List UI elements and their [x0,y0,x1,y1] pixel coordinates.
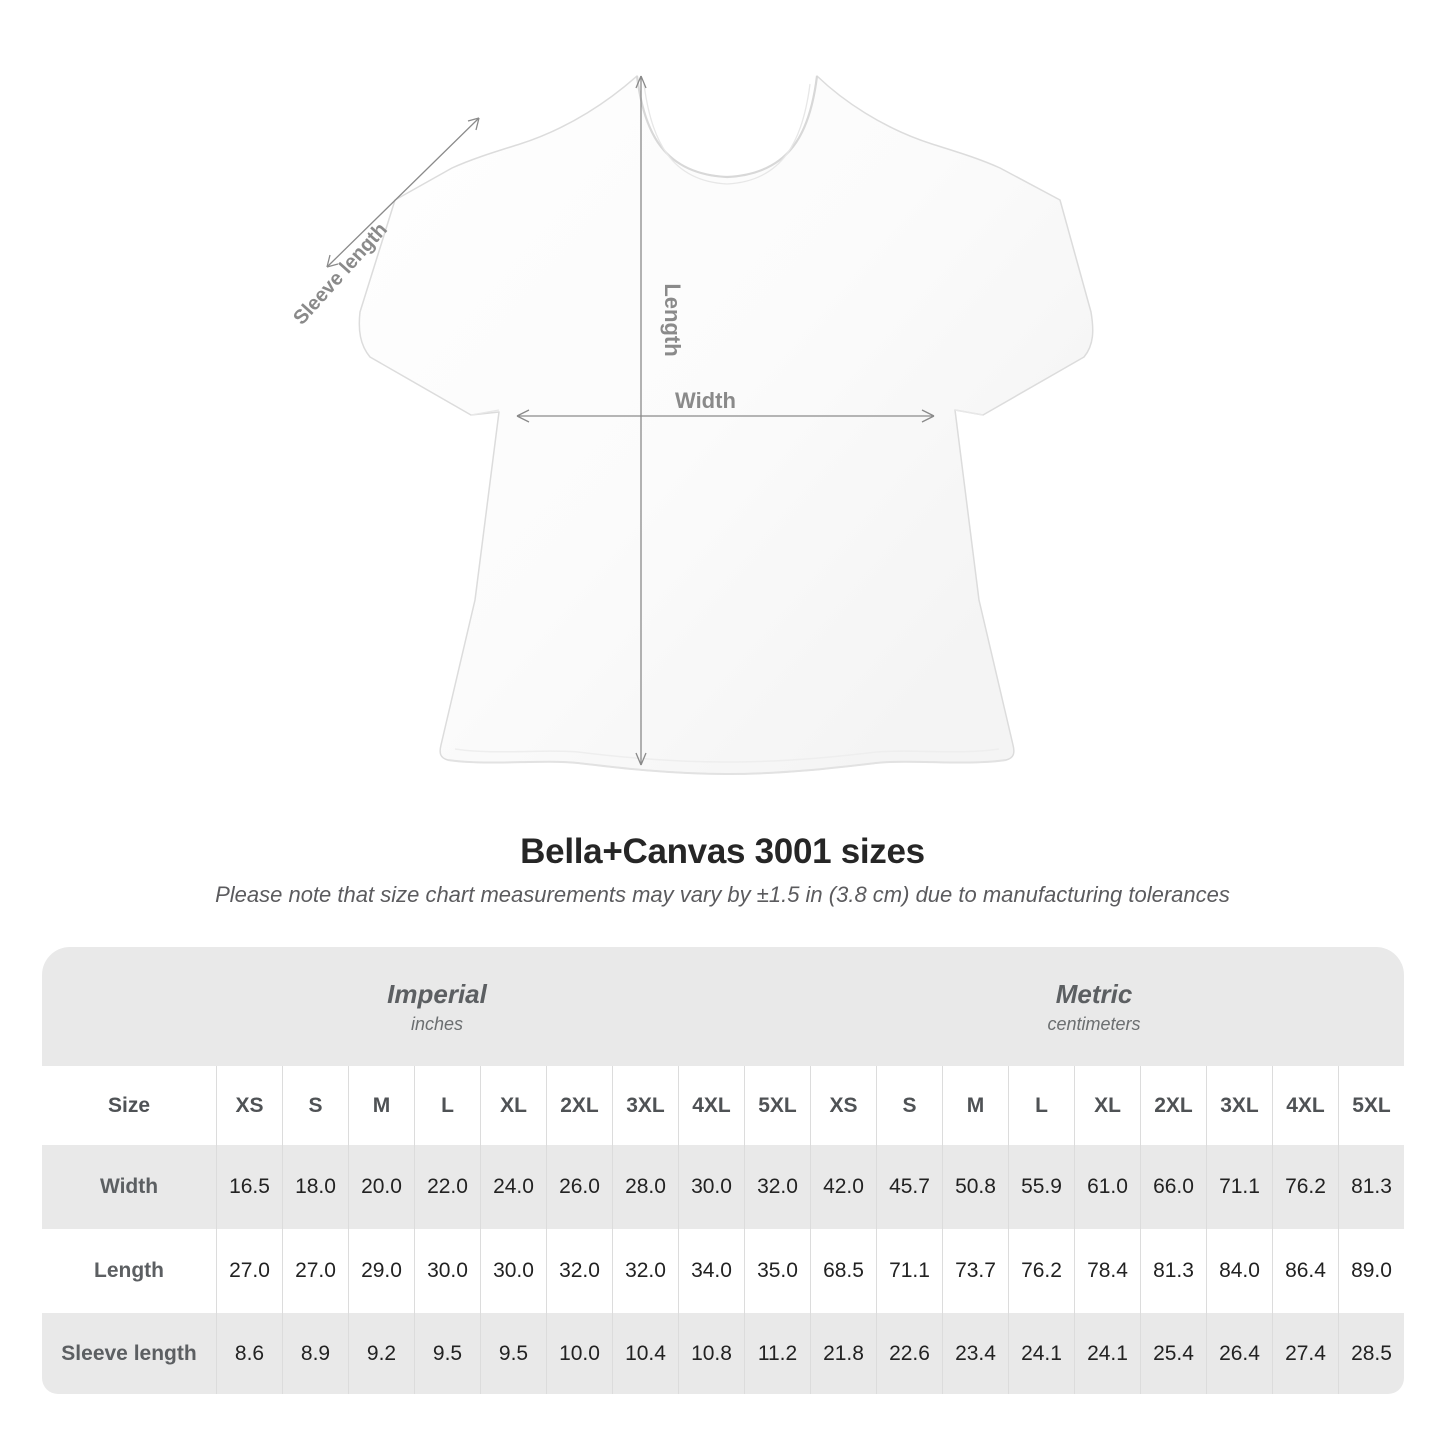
svg-text:Width: Width [675,388,736,413]
svg-text:Length: Length [660,283,685,356]
